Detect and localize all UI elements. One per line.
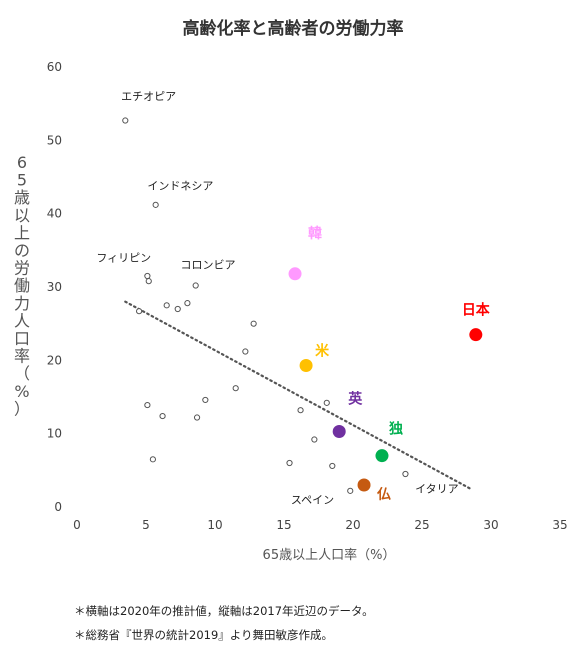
data-points bbox=[122, 117, 409, 494]
scatter-point bbox=[184, 300, 191, 307]
highlight-point bbox=[299, 358, 313, 372]
chart-title: 高齢化率と高齢者の労働力率 bbox=[183, 18, 404, 39]
y-label-char: 口 bbox=[14, 329, 30, 348]
x-axis-ticks: 0 5 10 15 20 25 30 35 bbox=[73, 518, 567, 532]
scatter-point bbox=[323, 399, 330, 406]
y-tick-label: 50 bbox=[47, 133, 62, 147]
scatter-point bbox=[232, 385, 239, 392]
highlight-point bbox=[469, 328, 483, 342]
scatter-point bbox=[347, 487, 354, 494]
point-annotation: インドネシア bbox=[147, 179, 213, 192]
scatter-point bbox=[192, 282, 199, 289]
point-annotation: イタリア bbox=[415, 482, 459, 495]
y-label-char: 力 bbox=[14, 294, 30, 313]
highlight-point bbox=[357, 478, 371, 492]
highlight-label: 韓 bbox=[308, 225, 322, 242]
note-line-1: ＊横軸は2020年の推計値，縦軸は2017年近辺のデータ。 bbox=[74, 604, 374, 618]
y-tick-label: 20 bbox=[47, 353, 62, 367]
scatter-point bbox=[163, 302, 170, 309]
scatter-point bbox=[250, 320, 257, 327]
scatter-point bbox=[297, 407, 304, 414]
x-tick-label: 25 bbox=[414, 518, 429, 532]
note-line-2: ＊総務省『世界の統計2019』より舞田敏彦作成。 bbox=[74, 628, 334, 642]
scatter-point bbox=[145, 278, 152, 285]
y-label-char: 上 bbox=[14, 223, 30, 242]
point-annotation: エチオピア bbox=[121, 90, 176, 103]
highlight-label: 仏 bbox=[377, 487, 391, 503]
y-tick-label: 0 bbox=[54, 500, 62, 514]
y-label-char: 率 bbox=[14, 347, 30, 366]
y-label-char: ） bbox=[14, 399, 30, 418]
scatter-point bbox=[193, 414, 201, 421]
highlight-label: 英 bbox=[347, 390, 363, 407]
y-label-char: 歳 bbox=[14, 188, 30, 207]
scatter-point bbox=[144, 272, 151, 280]
y-label-char: 以 bbox=[14, 206, 30, 225]
x-tick-label: 0 bbox=[73, 518, 81, 532]
x-axis-label: 65歳以上人口率（%） bbox=[263, 547, 396, 563]
y-tick-label: 10 bbox=[47, 427, 62, 441]
scatter-point bbox=[311, 436, 318, 443]
scatter-point bbox=[329, 462, 336, 470]
scatter-point bbox=[174, 305, 181, 313]
highlight-point bbox=[288, 267, 302, 281]
x-tick-label: 20 bbox=[345, 518, 360, 532]
scatter-point bbox=[122, 117, 129, 124]
x-tick-label: 35 bbox=[552, 518, 567, 532]
highlight-label: 米 bbox=[315, 342, 330, 359]
y-label-char: 人 bbox=[14, 311, 30, 330]
highlight-label: 独 bbox=[389, 421, 403, 438]
point-annotation: コロンビア bbox=[181, 259, 236, 272]
point-annotation: フィリピン bbox=[96, 251, 151, 264]
x-tick-label: 30 bbox=[483, 518, 498, 532]
scatter-point bbox=[149, 456, 156, 463]
y-label-char: （ bbox=[14, 364, 30, 383]
point-annotation: スペイン bbox=[291, 493, 334, 506]
scatter-point bbox=[144, 401, 151, 409]
y-label-char: 働 bbox=[14, 276, 30, 295]
scatter-point bbox=[286, 459, 293, 467]
y-label-char: % bbox=[14, 382, 29, 401]
highlight-point bbox=[375, 449, 389, 463]
y-tick-label: 40 bbox=[47, 207, 62, 221]
scatter-point bbox=[136, 308, 143, 315]
y-label-char: 6 bbox=[17, 153, 27, 172]
scatter-point bbox=[152, 201, 159, 208]
y-tick-label: 60 bbox=[47, 60, 62, 74]
highlight-point bbox=[332, 424, 346, 438]
x-tick-label: 15 bbox=[276, 518, 291, 532]
x-tick-label: 5 bbox=[142, 518, 150, 532]
trendline bbox=[124, 300, 472, 490]
x-tick-label: 10 bbox=[207, 518, 222, 532]
y-label-char: 5 bbox=[17, 171, 27, 190]
y-tick-label: 30 bbox=[47, 280, 62, 294]
scatter-point bbox=[402, 470, 409, 478]
scatter-point bbox=[242, 348, 249, 355]
y-axis-ticks: 0 10 20 30 40 50 60 bbox=[47, 60, 62, 514]
highlight-label: 日本 bbox=[462, 302, 491, 319]
scatter-point bbox=[159, 412, 166, 420]
y-label-char: 労 bbox=[14, 259, 30, 278]
scatter-point bbox=[202, 396, 209, 404]
y-label-char: の bbox=[14, 241, 30, 260]
